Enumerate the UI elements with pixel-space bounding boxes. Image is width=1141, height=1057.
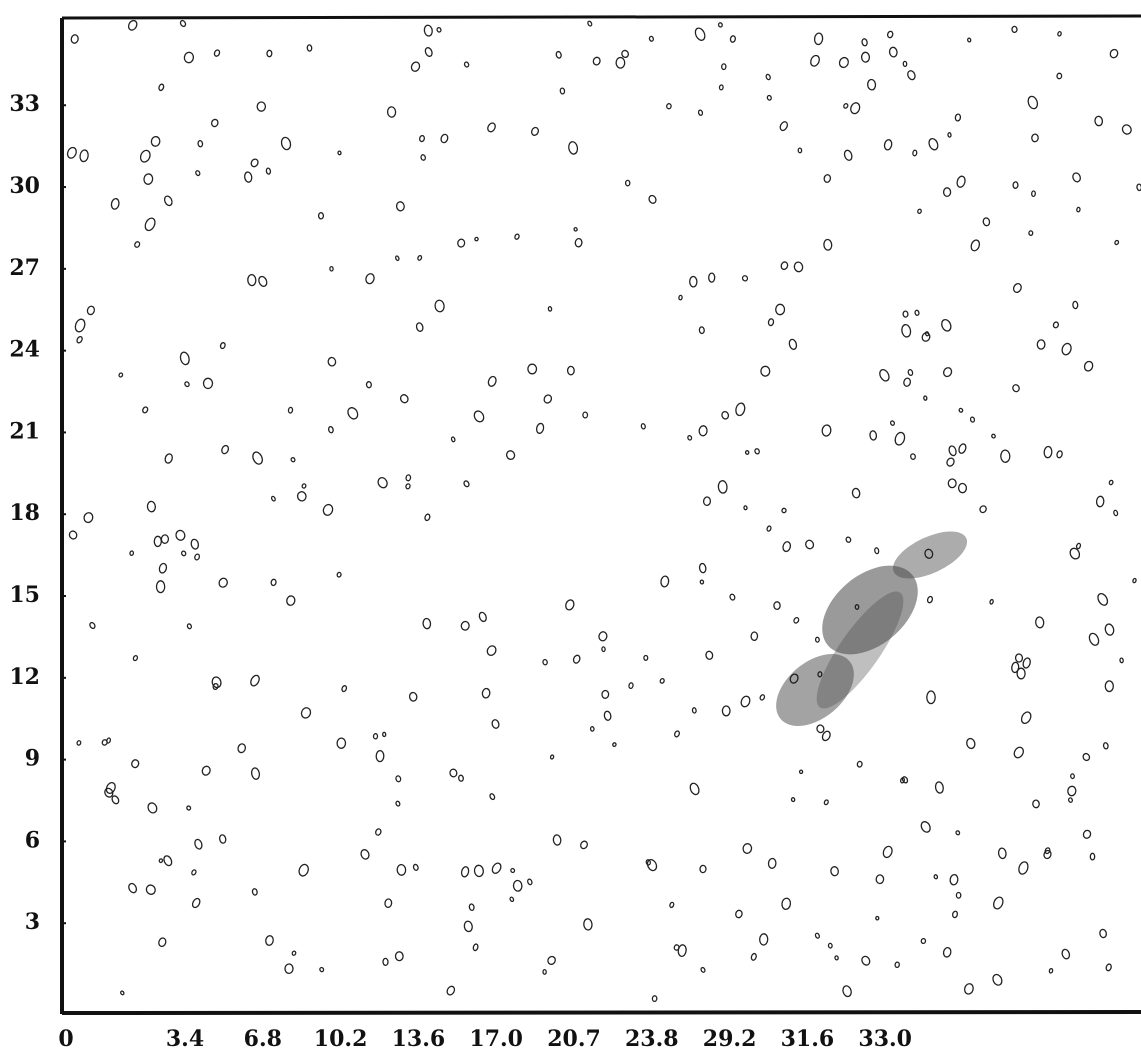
x-tick-label: 20.7: [547, 1026, 601, 1052]
y-tick-label: 27: [9, 255, 40, 281]
x-tick-label: 33.0: [858, 1026, 912, 1052]
x-tick-label: 29.2: [703, 1026, 757, 1052]
x-axis: [62, 1012, 1141, 1013]
x-tick-label: 0: [58, 1026, 73, 1052]
y-tick-label: 9: [25, 746, 40, 772]
y-tick-label: 33: [9, 91, 40, 117]
page: {"axes": { "y_range": [0, 36.2], "y_tick…: [0, 0, 1141, 1057]
top-border: [62, 16, 1141, 18]
x-tick-label: 13.6: [392, 1026, 446, 1052]
background: [0, 0, 1141, 1057]
x-tick-label: 6.8: [244, 1026, 282, 1052]
x-tick-label: 17.0: [469, 1026, 523, 1052]
x-tick-label: 10.2: [314, 1026, 368, 1052]
y-tick-label: 12: [9, 664, 40, 690]
x-tick-label: 23.8: [625, 1026, 679, 1052]
y-tick-label: 3: [25, 909, 40, 935]
y-tick-label: 21: [9, 418, 40, 444]
scanned-plot: 3 6 9 12 15 18 21 24 27 30 33 0 3.4 6.8 10.2 13.6 17.0 20…: [0, 0, 1141, 1057]
y-tick-label: 18: [9, 500, 40, 526]
x-tick-label: 31.6: [781, 1026, 835, 1052]
y-tick-label: 15: [9, 582, 40, 608]
x-tick-label: 3.4: [166, 1026, 204, 1052]
y-tick-label: 6: [25, 827, 40, 853]
y-tick-label: 24: [9, 337, 40, 363]
y-tick-label: 30: [9, 173, 40, 199]
